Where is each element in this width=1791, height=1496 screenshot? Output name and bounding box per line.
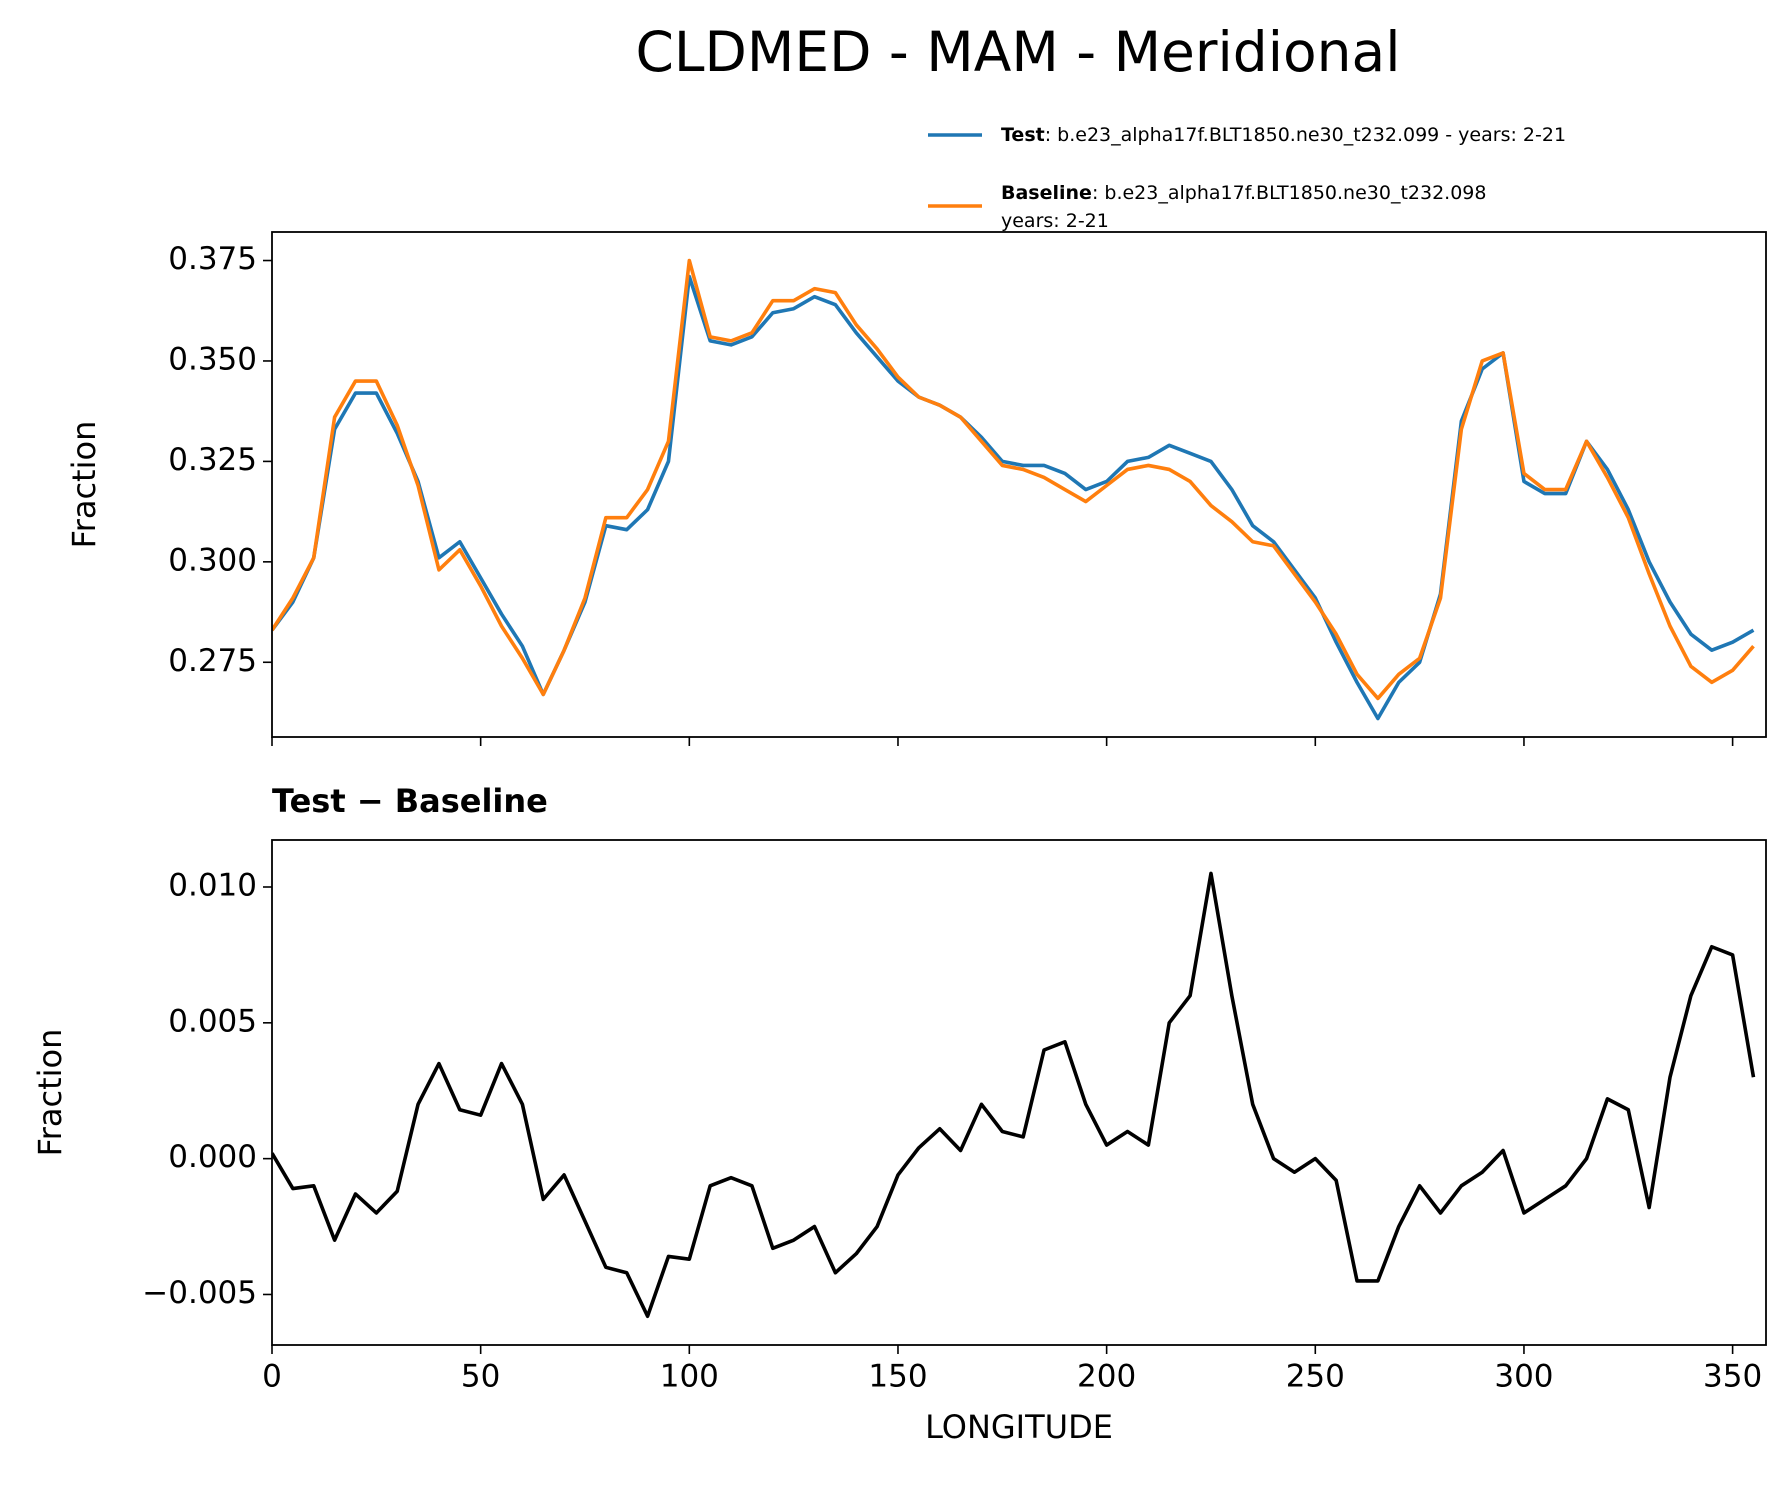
axes-frame [271, 839, 1767, 1346]
subplot-title: Test − Baseline [272, 782, 548, 820]
legend-description: : b.e23_alpha17f.BLT1850.ne30_t232.099 -… [1045, 124, 1566, 146]
x-tick-label: 0 [262, 1359, 282, 1395]
y-tick-label: 0.300 [168, 542, 257, 578]
x-tick-label: 150 [868, 1359, 927, 1395]
x-tick-label: 250 [1286, 1359, 1345, 1395]
plot-area [272, 258, 1755, 721]
y-tick-label: 0.325 [168, 442, 257, 478]
plot-area [272, 871, 1756, 1318]
y-tick-label: 0.000 [168, 1139, 257, 1175]
axes-frame [271, 231, 1767, 738]
series-line [272, 258, 1755, 701]
x-tick-label: 200 [1077, 1359, 1136, 1395]
x-tick-label: 350 [1703, 1359, 1762, 1395]
y-tick-label: 0.010 [168, 867, 257, 903]
legend-name: Test [1001, 124, 1045, 146]
x-tick-label: 300 [1494, 1359, 1553, 1395]
legend-name: Baseline [1001, 182, 1092, 204]
x-tick-label: 50 [461, 1359, 500, 1395]
legend-label: Baseline: b.e23_alpha17f.BLT1850.ne30_t2… [1001, 182, 1486, 204]
x-tick-label: 100 [660, 1359, 719, 1395]
y-tick-label: 0.005 [168, 1003, 257, 1039]
legend-label: Test: b.e23_alpha17f.BLT1850.ne30_t232.0… [1001, 124, 1566, 146]
y-tick-label: −0.005 [142, 1275, 257, 1311]
y-axis-label: Fraction [31, 1029, 69, 1157]
y-tick-label: 0.375 [168, 241, 257, 277]
legend-description: years: 2-21 [1001, 210, 1109, 232]
legend-description: : b.e23_alpha17f.BLT1850.ne30_t232.098 [1092, 182, 1487, 204]
series-line [272, 871, 1756, 1318]
figure-title: CLDMED - MAM - Meridional [636, 20, 1401, 84]
y-tick-label: 0.350 [168, 341, 257, 377]
legend-label: years: 2-21 [1001, 210, 1109, 232]
y-tick-label: 0.275 [168, 643, 257, 679]
x-axis-label: LONGITUDE [925, 1408, 1113, 1446]
y-axis-label: Fraction [65, 421, 103, 549]
